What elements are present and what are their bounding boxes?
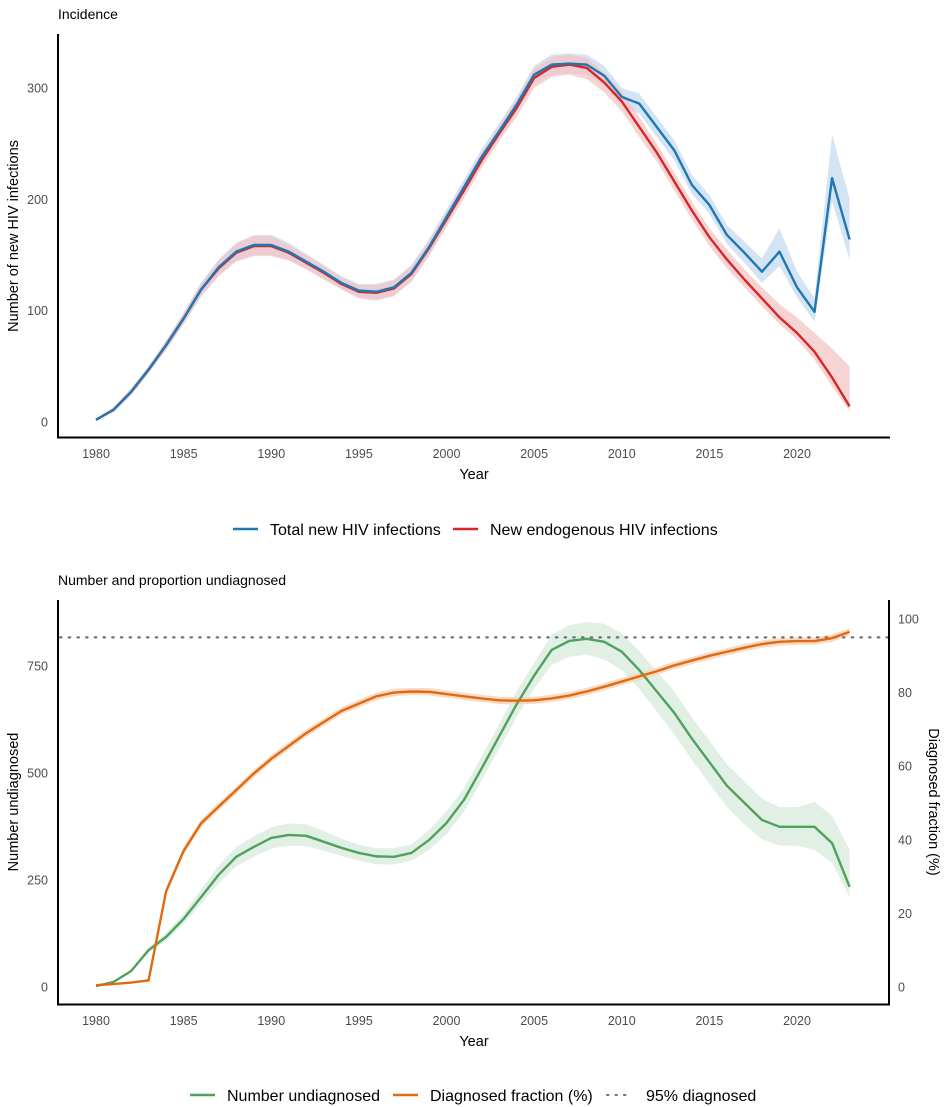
- legend-label-endogenous-infections: New endogenous HIV infections: [490, 522, 718, 539]
- right-y-tick-label: 40: [898, 833, 912, 847]
- undiagnosed-left-y-axis-title: Number undiagnosed: [6, 733, 22, 872]
- x-tick-label: 1985: [170, 447, 198, 461]
- x-tick-label: 2000: [433, 447, 461, 461]
- incidence-legend: Total new HIV infections New endogenous …: [233, 522, 718, 539]
- incidence-y-axis-title: Number of new HIV infections: [6, 140, 22, 332]
- undiagnosed-panel: Number and proportion undiagnosed 0 250 50…: [6, 572, 941, 1105]
- legend-label-number-undiagnosed: Number undiagnosed: [227, 1088, 380, 1105]
- left-y-tick-label: 500: [27, 766, 48, 780]
- x-tick-label: 1985: [170, 1014, 198, 1028]
- x-tick-label: 1980: [82, 447, 110, 461]
- x-tick-label: 2010: [608, 1014, 636, 1028]
- undiagnosed-x-axis-title: Year: [459, 1034, 488, 1050]
- right-y-tick-label: 60: [898, 760, 912, 774]
- x-tick-label: 1995: [345, 1014, 373, 1028]
- x-tick-label: 2015: [695, 447, 723, 461]
- incidence-title: Incidence: [58, 6, 118, 22]
- number-undiagnosed-line: [95, 637, 851, 988]
- right-y-tick-label: 80: [898, 686, 912, 700]
- y-tick-label: 0: [41, 416, 48, 430]
- incidence-panel: Incidence 0 100 200 300 1980 1985 1990 1995 200…: [6, 6, 890, 539]
- x-tick-label: 2020: [783, 447, 811, 461]
- undiagnosed-title: Number and proportion undiagnosed: [58, 572, 286, 588]
- y-tick-label: 200: [27, 193, 48, 207]
- undiagnosed-bands: [96, 622, 850, 987]
- x-tick-label: 2015: [695, 1014, 723, 1028]
- x-tick-label: 2005: [520, 1014, 548, 1028]
- left-y-tick-label: 750: [27, 659, 48, 673]
- legend-label-diagnosed-fraction: Diagnosed fraction (%): [430, 1088, 593, 1105]
- x-tick-label: 2000: [433, 1014, 461, 1028]
- incidence-bands: [96, 53, 850, 421]
- x-tick-label: 2020: [783, 1014, 811, 1028]
- right-y-tick-label: 20: [898, 907, 912, 921]
- undiagnosed-left-y-ticks: 0 250 500 750: [27, 659, 48, 994]
- incidence-lines: [95, 62, 851, 421]
- left-y-tick-label: 0: [41, 981, 48, 995]
- right-y-tick-label: 0: [898, 981, 905, 995]
- legend-label-total-new-infections: Total new HIV infections: [270, 522, 441, 539]
- diagnosed-fraction-ci-band: [96, 628, 850, 986]
- x-tick-label: 1995: [345, 447, 373, 461]
- legend-label-95-diagnosed: 95% diagnosed: [646, 1088, 756, 1105]
- y-tick-label: 300: [27, 82, 48, 96]
- x-tick-label: 1980: [82, 1014, 110, 1028]
- total-new-hiv-infections-ci-band: [96, 53, 850, 421]
- x-tick-label: 1990: [257, 447, 285, 461]
- diagnosed-fraction-line: [95, 630, 850, 987]
- incidence-y-ticks: 0 100 200 300: [27, 82, 48, 430]
- y-tick-label: 100: [27, 304, 48, 318]
- incidence-x-axis-title: Year: [459, 467, 488, 483]
- right-y-tick-label: 100: [898, 613, 919, 627]
- incidence-x-ticks: 1980 1985 1990 1995 2000 2005 2010 2015 2020: [82, 447, 811, 461]
- undiagnosed-x-ticks: 1980 1985 1990 1995 2000 2005 2010 2015 2020: [82, 1014, 811, 1028]
- total-new-hiv-infections-line: [95, 62, 851, 421]
- undiagnosed-right-y-ticks: 0 20 40 60 80 100: [898, 613, 919, 995]
- left-y-tick-label: 250: [27, 873, 48, 887]
- undiagnosed-legend: Number undiagnosed Diagnosed fraction (%…: [190, 1088, 756, 1105]
- undiagnosed-lines: [95, 630, 851, 988]
- x-tick-label: 2010: [608, 447, 636, 461]
- undiagnosed-right-y-axis-title: Diagnosed fraction (%): [925, 728, 941, 876]
- number-undiagnosed-ci-band: [96, 622, 850, 987]
- x-tick-label: 1990: [257, 1014, 285, 1028]
- x-tick-label: 2005: [520, 447, 548, 461]
